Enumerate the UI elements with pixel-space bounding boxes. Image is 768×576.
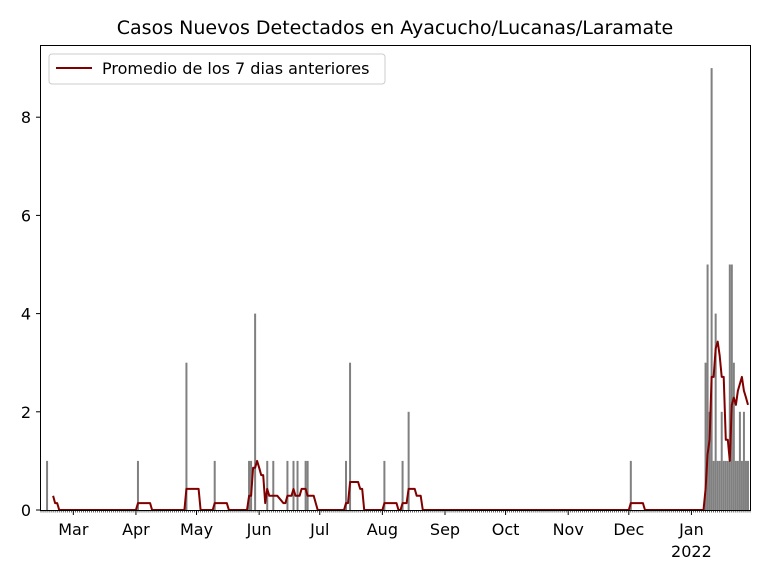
bar bbox=[726, 460, 729, 510]
bar bbox=[730, 264, 733, 510]
bar bbox=[296, 460, 299, 510]
bars-group bbox=[46, 68, 749, 510]
bar bbox=[401, 460, 404, 510]
bar bbox=[724, 460, 727, 510]
bar bbox=[714, 313, 717, 510]
bar bbox=[248, 460, 251, 510]
bar bbox=[746, 460, 749, 510]
bar bbox=[292, 460, 295, 510]
bar bbox=[306, 460, 309, 510]
x-tick-label: Aug bbox=[367, 520, 398, 539]
bar bbox=[738, 411, 741, 510]
x-tick-label: Oct bbox=[492, 520, 520, 539]
bar bbox=[46, 460, 49, 510]
bar bbox=[706, 264, 709, 510]
bar bbox=[740, 460, 743, 510]
y-axis: 0 2 4 6 8 bbox=[21, 108, 41, 520]
bar bbox=[720, 411, 723, 510]
y-tick-label: 0 bbox=[21, 501, 31, 520]
legend-box bbox=[48, 53, 386, 85]
bar bbox=[345, 460, 348, 510]
bar bbox=[704, 362, 707, 510]
bar bbox=[712, 460, 715, 510]
bar bbox=[710, 68, 713, 510]
x-axis: Mar Apr May Jun Jul Aug Sep Oct Nov Dec Jan 2022 bbox=[40, 510, 751, 561]
chart-title: Casos Nuevos Detectados en Ayacucho/Luca… bbox=[117, 17, 673, 39]
bar bbox=[407, 411, 410, 510]
bar bbox=[742, 411, 745, 510]
y-tick-label: 4 bbox=[21, 305, 31, 324]
plot-frame bbox=[40, 45, 751, 511]
bar bbox=[736, 460, 739, 510]
x-tick-label: Apr bbox=[122, 520, 150, 539]
bar bbox=[732, 362, 735, 510]
bar bbox=[629, 460, 632, 510]
series-line-0 bbox=[52, 340, 749, 511]
x-tick-label: Dec bbox=[613, 520, 644, 539]
bar bbox=[734, 460, 737, 510]
x-tick-label: May bbox=[180, 520, 213, 539]
bar bbox=[716, 460, 719, 510]
bar bbox=[136, 460, 139, 510]
bar bbox=[304, 460, 307, 510]
bar bbox=[383, 460, 386, 510]
y-tick-label: 6 bbox=[21, 206, 31, 225]
legend-label: Promedio de los 7 dias anteriores bbox=[102, 59, 369, 78]
legend: Promedio de los 7 dias anteriores bbox=[48, 53, 386, 85]
bar bbox=[185, 362, 188, 510]
bar bbox=[272, 460, 275, 510]
bar bbox=[722, 460, 725, 510]
y-tick-label: 2 bbox=[21, 403, 31, 422]
line-group bbox=[52, 340, 749, 511]
bar bbox=[744, 460, 747, 510]
bar bbox=[728, 264, 731, 510]
bar bbox=[254, 313, 257, 510]
y-tick-label: 8 bbox=[21, 108, 31, 127]
bar bbox=[266, 460, 269, 510]
x-tick-label: Jun bbox=[246, 520, 272, 539]
x-tick-label: Jan bbox=[678, 520, 704, 539]
bar bbox=[718, 460, 721, 510]
bar bbox=[213, 460, 216, 510]
x-tick-label: Mar bbox=[58, 520, 89, 539]
bar bbox=[708, 411, 711, 510]
x-year-label: 2022 bbox=[671, 542, 712, 561]
bar bbox=[286, 460, 289, 510]
x-tick-label: Nov bbox=[553, 520, 584, 539]
x-tick-label: Sep bbox=[430, 520, 460, 539]
x-tick-label: Jul bbox=[309, 520, 329, 539]
bar bbox=[349, 362, 352, 510]
